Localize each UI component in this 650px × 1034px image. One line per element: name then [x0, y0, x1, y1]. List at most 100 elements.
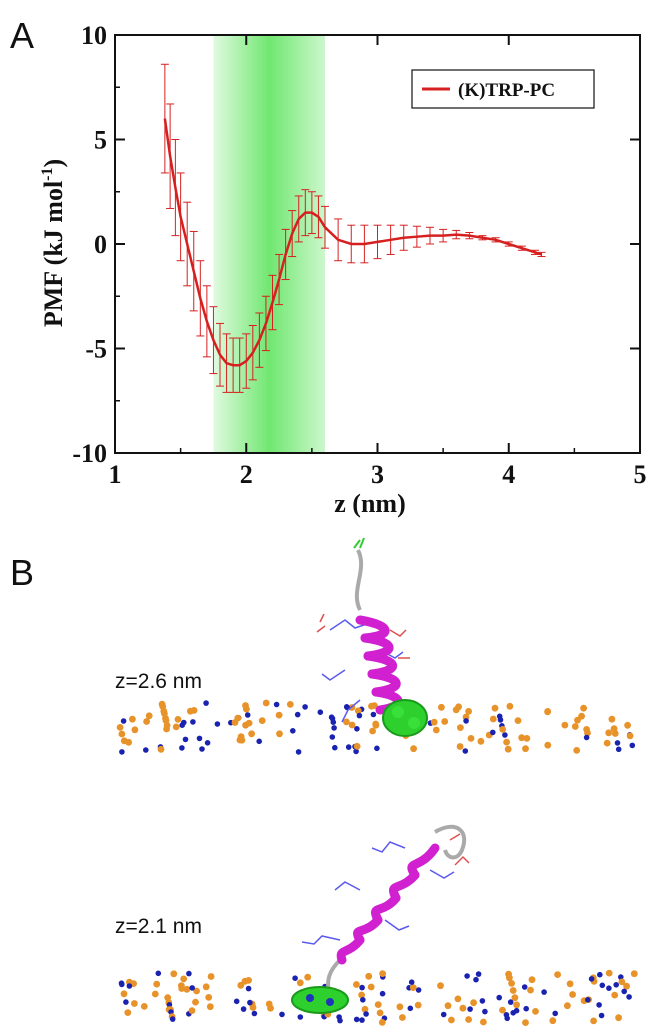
- x-tick-label: 3: [371, 460, 384, 489]
- x-axis-title: z (nm): [334, 489, 405, 518]
- choline-bead: [588, 976, 595, 982]
- choline-bead: [279, 1011, 285, 1018]
- choline-bead: [596, 1002, 602, 1008]
- choline-bead: [502, 732, 508, 738]
- choline-bead: [189, 985, 195, 991]
- phosphate-bead: [518, 734, 526, 742]
- choline-bead: [244, 712, 251, 718]
- choline-bead: [370, 711, 377, 718]
- phosphate-bead: [624, 721, 631, 729]
- choline-bead: [523, 1005, 529, 1012]
- phosphate-bead: [265, 1000, 273, 1008]
- choline-bead: [353, 748, 359, 755]
- phosphate-bead: [396, 1003, 404, 1011]
- phosphate-bead: [157, 745, 165, 753]
- choline-bead: [621, 988, 627, 995]
- phosphate-bead: [379, 970, 386, 977]
- phosphate-bead: [573, 747, 581, 754]
- phosphate-bead: [348, 721, 356, 729]
- phosphate-bead: [580, 704, 587, 712]
- membrane-layer-bottom: [118, 969, 638, 1026]
- phosphate-bead: [584, 729, 591, 737]
- choline-bead: [290, 728, 296, 734]
- choline-bead: [415, 987, 422, 993]
- phosphate-bead: [527, 986, 534, 994]
- y-tick-label: 10: [81, 21, 107, 50]
- peptide-bottom: [291, 824, 470, 1014]
- phosphate-bead: [131, 726, 139, 734]
- phosphate-bead: [626, 732, 634, 740]
- phosphate-bead: [432, 726, 440, 734]
- phosphate-bead: [206, 1003, 214, 1011]
- phosphate-bead: [630, 970, 638, 978]
- phosphate-bead: [188, 1007, 196, 1014]
- phosphate-bead: [237, 981, 245, 989]
- choline-bead: [332, 744, 338, 751]
- choline-bead: [482, 1008, 488, 1015]
- choline-bead: [119, 749, 125, 755]
- phosphate-bead: [275, 711, 283, 719]
- phosphate-bead: [456, 743, 464, 750]
- choline-bead: [496, 994, 503, 1001]
- choline-bead: [204, 740, 211, 746]
- choline-bead: [363, 1011, 369, 1017]
- phosphate-bead: [532, 1008, 539, 1015]
- choline-bead: [233, 998, 240, 1005]
- phosphate-bead: [522, 1019, 529, 1026]
- choline-bead: [331, 725, 337, 731]
- choline-bead: [490, 729, 496, 736]
- choline-bead: [626, 994, 632, 1000]
- structure-label-top: z=2.6 nm: [115, 670, 202, 693]
- phosphate-bead: [120, 990, 128, 998]
- phosphate-bead: [459, 1004, 467, 1012]
- choline-bead: [247, 999, 253, 1006]
- phosphate-bead: [116, 724, 124, 731]
- phosphate-bead: [163, 725, 171, 733]
- choline-bead: [353, 1016, 360, 1023]
- phosphate-bead: [499, 726, 507, 733]
- choline-bead: [440, 1011, 447, 1018]
- phosphate-bead: [571, 723, 579, 730]
- choline-bead: [615, 746, 622, 753]
- choline-bead: [379, 990, 386, 997]
- phosphate-bead: [499, 1006, 506, 1014]
- phosphate-bead: [374, 1001, 382, 1008]
- choline-bead: [464, 973, 470, 979]
- phosphate-bead: [245, 977, 253, 984]
- phosphate-bead: [174, 716, 182, 723]
- y-tick-label: 0: [94, 230, 107, 259]
- phosphate-bead: [509, 987, 517, 994]
- choline-bead: [462, 748, 469, 754]
- choline-bead: [203, 700, 209, 706]
- phosphate-bead: [549, 1017, 557, 1025]
- phosphate-bead: [566, 980, 574, 988]
- phosphate-bead: [410, 745, 417, 753]
- choline-bead: [181, 719, 187, 726]
- phosphate-bead: [258, 717, 266, 724]
- phosphate-bead: [248, 730, 256, 738]
- phosphate-bead: [236, 736, 244, 744]
- phosphate-bead: [125, 738, 132, 746]
- choline-bead: [155, 970, 162, 977]
- choline-bead: [119, 981, 125, 988]
- choline-bead: [190, 719, 196, 725]
- phosphate-bead: [623, 982, 630, 990]
- choline-bead: [123, 999, 129, 1005]
- choline-bead: [359, 1017, 365, 1023]
- choline-bead: [182, 736, 189, 743]
- panel-b-label: B: [10, 552, 35, 593]
- phosphate-bead: [190, 707, 198, 714]
- phosphate-bead: [372, 721, 380, 729]
- legend-label: (K)TRP-PC: [458, 80, 555, 101]
- phosphate-bead: [369, 727, 376, 735]
- phosphate-bead: [296, 979, 304, 987]
- choline-bead: [179, 745, 185, 751]
- phosphate-bead: [399, 1014, 406, 1021]
- choline-bead: [166, 1002, 173, 1008]
- phosphate-bead: [180, 975, 188, 983]
- structure-label-bottom: z=2.1 nm: [115, 915, 202, 938]
- phosphate-bead: [118, 730, 126, 738]
- y-tick-label: -10: [72, 439, 107, 468]
- phosphate-bead: [243, 705, 250, 713]
- phosphate-bead: [193, 987, 201, 995]
